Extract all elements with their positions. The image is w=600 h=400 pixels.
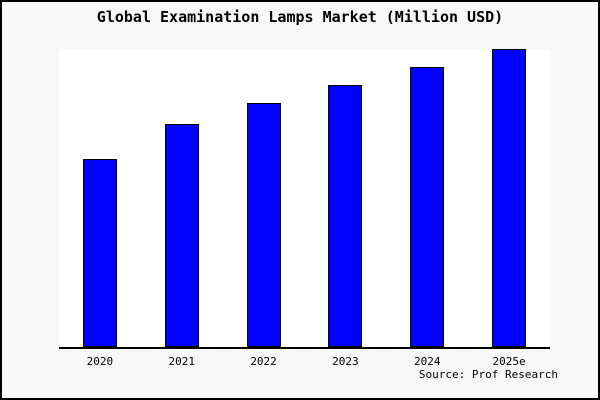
x-tick-label-2021: 2021 bbox=[168, 355, 195, 368]
bar-2021 bbox=[164, 123, 199, 347]
x-tick-label-2024: 2024 bbox=[413, 355, 441, 368]
plot-area bbox=[59, 49, 550, 349]
x-tick-label-2023: 2023 bbox=[332, 355, 359, 368]
bar-2025e bbox=[492, 49, 527, 347]
x-tick-label-2022: 2022 bbox=[250, 355, 277, 368]
bars-container bbox=[59, 49, 550, 347]
bar-2020 bbox=[82, 159, 117, 347]
bar-2022 bbox=[246, 102, 281, 347]
bar-2023 bbox=[328, 84, 363, 347]
bar-2024 bbox=[410, 66, 445, 347]
x-axis-labels: 2020 2021 2022 2023 2024 2025e bbox=[59, 355, 550, 368]
source-credit: Source: Prof Research bbox=[418, 368, 558, 381]
x-tick-label-2020: 2020 bbox=[86, 355, 114, 368]
chart-title: Global Examination Lamps Market (Million… bbox=[96, 8, 504, 26]
x-tick-label-2025e: 2025e bbox=[492, 355, 526, 368]
